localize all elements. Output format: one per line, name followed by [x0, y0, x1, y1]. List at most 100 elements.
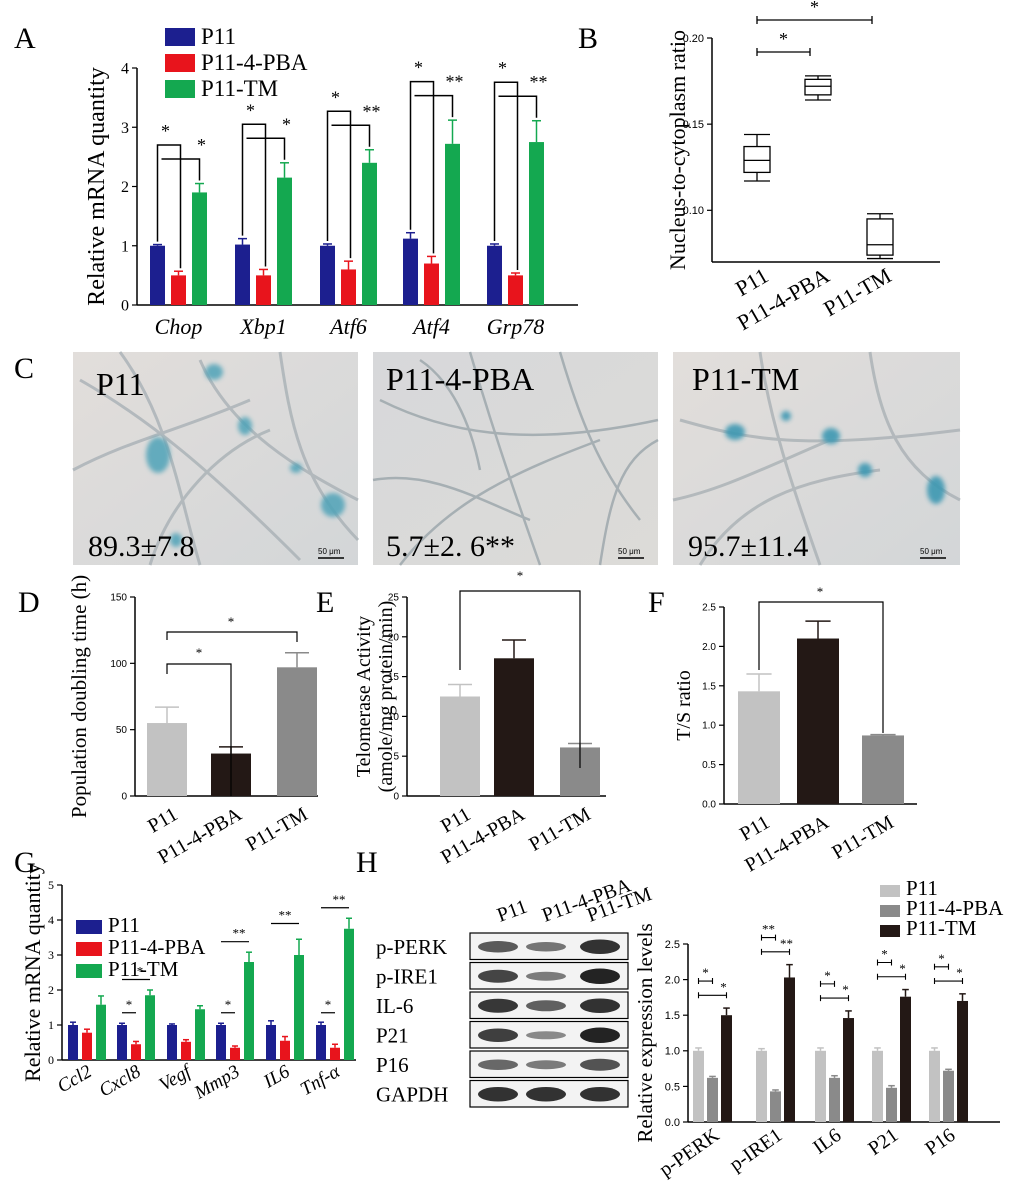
legend-swatch: [880, 885, 900, 897]
significance-bracket: [241, 123, 267, 267]
y-tick-label: 2.0: [665, 974, 680, 986]
x-tick-label: P11-TM: [242, 803, 311, 856]
bar: [150, 245, 165, 305]
y-axis-label: Telomerase Activity: [353, 616, 375, 777]
blot-band: [580, 939, 620, 954]
blot-row-label: P16: [376, 1053, 409, 1077]
bar: [362, 162, 377, 305]
y-tick-label: 0: [121, 792, 127, 803]
western-blot: P11 P11-4-PBA P11-TM p-PERKp-IRE1IL-6P21…: [376, 874, 655, 1108]
box: [866, 218, 894, 256]
y-tick-label: 1: [48, 1018, 54, 1032]
blot-band: [526, 971, 566, 981]
significance-bracket: [166, 631, 298, 642]
bar: [957, 1000, 968, 1122]
legend-label: P11-TM: [108, 957, 179, 981]
bar: [266, 1025, 276, 1060]
bar: [344, 928, 354, 1060]
bar: [529, 142, 544, 305]
legend-swatch: [76, 942, 102, 956]
blot-band: [526, 1031, 566, 1040]
legend-swatch: [76, 964, 102, 978]
x-tick-label: Ccl2: [54, 1061, 96, 1097]
blot-row-label: GAPDH: [376, 1083, 448, 1107]
significance-mark: *: [414, 58, 423, 78]
micrograph-label: P11: [96, 366, 145, 402]
bar: [294, 955, 304, 1060]
significance-mark: *: [282, 114, 291, 134]
bar: [693, 1050, 704, 1122]
blot-row-label: p-PERK: [376, 935, 447, 959]
significance-mark: *: [899, 961, 906, 976]
significance-bracket: [493, 81, 519, 271]
significance-mark: *: [161, 121, 170, 141]
x-tick-label: P16: [921, 1124, 959, 1160]
legend-swatch: [165, 80, 195, 98]
y-tick-label: 2.5: [702, 603, 716, 614]
micrograph-value: 89.3±7.8: [88, 530, 194, 563]
bar: [707, 1077, 718, 1122]
bar: [82, 1032, 92, 1060]
bar: [341, 269, 356, 305]
bar: [797, 638, 839, 804]
y-tick-label: 20: [388, 632, 400, 643]
significance-mark: *: [325, 997, 332, 1012]
y-tick-label: 1.5: [665, 1010, 680, 1022]
bar: [216, 1025, 226, 1060]
legend-label: P11-4-PBA: [108, 935, 206, 959]
significance-mark: *: [228, 614, 235, 629]
x-tick-label: IL6: [259, 1061, 294, 1093]
blot-band: [580, 1027, 620, 1043]
bar: [277, 667, 317, 796]
significance-mark: **: [780, 936, 793, 951]
y-tick-label: 3: [121, 120, 129, 137]
significance-mark: **: [333, 892, 346, 907]
significance-mark: *: [137, 964, 144, 979]
significance-bracket: [819, 995, 850, 1002]
significance-bracket: [409, 80, 435, 254]
blot-row-label: IL-6: [376, 994, 413, 1018]
chart-d: 0 50 100 150 Population doubling time (h) * * P…: [67, 575, 318, 869]
y-tick-label: 2: [48, 983, 54, 997]
x-tick-label: P11: [144, 803, 181, 837]
significance-mark: **: [530, 72, 548, 92]
bar: [721, 1015, 732, 1122]
significance-mark: **: [279, 908, 292, 923]
significance-mark: **: [446, 72, 464, 92]
legend-label: P11: [108, 913, 140, 937]
x-tick-label: P11-TM: [828, 811, 897, 864]
legend-swatch: [880, 905, 900, 917]
significance-bracket: [326, 110, 352, 259]
panel-label-a: A: [14, 22, 36, 55]
x-tick-label: Mmp3: [190, 1061, 243, 1104]
significance-mark: *: [246, 100, 255, 120]
significance-bracket: [876, 973, 907, 980]
bar: [829, 1077, 840, 1122]
y-tick-label: 1.0: [665, 1046, 680, 1058]
significance-mark: *: [817, 584, 824, 599]
y-tick-label: 3: [48, 948, 54, 962]
y-tick-label: 0: [393, 792, 399, 803]
y-tick-label: 0.20: [683, 33, 704, 45]
micrograph-value: 5.7±2. 6**: [386, 530, 515, 563]
blot-column-label: P11: [494, 896, 530, 927]
chart-h: 0.0 0.5 1.0 1.5 2.0 2.5 Relative expression le…: [633, 876, 1004, 1181]
bar: [508, 275, 523, 305]
y-tick-label: 1.5: [702, 681, 716, 692]
bar: [320, 245, 335, 305]
micrograph-value: 95.7±11.4: [688, 530, 808, 563]
significance-bracket: [414, 94, 454, 118]
x-tick-label: P11-TM: [819, 263, 895, 322]
bar: [872, 1050, 883, 1122]
blot-band: [478, 998, 518, 1013]
panel-label-h: H: [356, 846, 378, 879]
micrograph-p11-tm: P11-TM 95.7±11.4 50 μm: [672, 351, 961, 566]
scale-bar-label: 50 μm: [618, 547, 641, 556]
panel-c-micrographs: P11 89.3±7.8 50 μm P11-4-PBA 5.7±2. 6** …: [72, 351, 961, 566]
y-tick-label: 2: [121, 179, 129, 196]
significance-mark: **: [762, 922, 775, 937]
blot-band: [478, 1059, 518, 1070]
scale-bar-label: 50 μm: [920, 547, 943, 556]
